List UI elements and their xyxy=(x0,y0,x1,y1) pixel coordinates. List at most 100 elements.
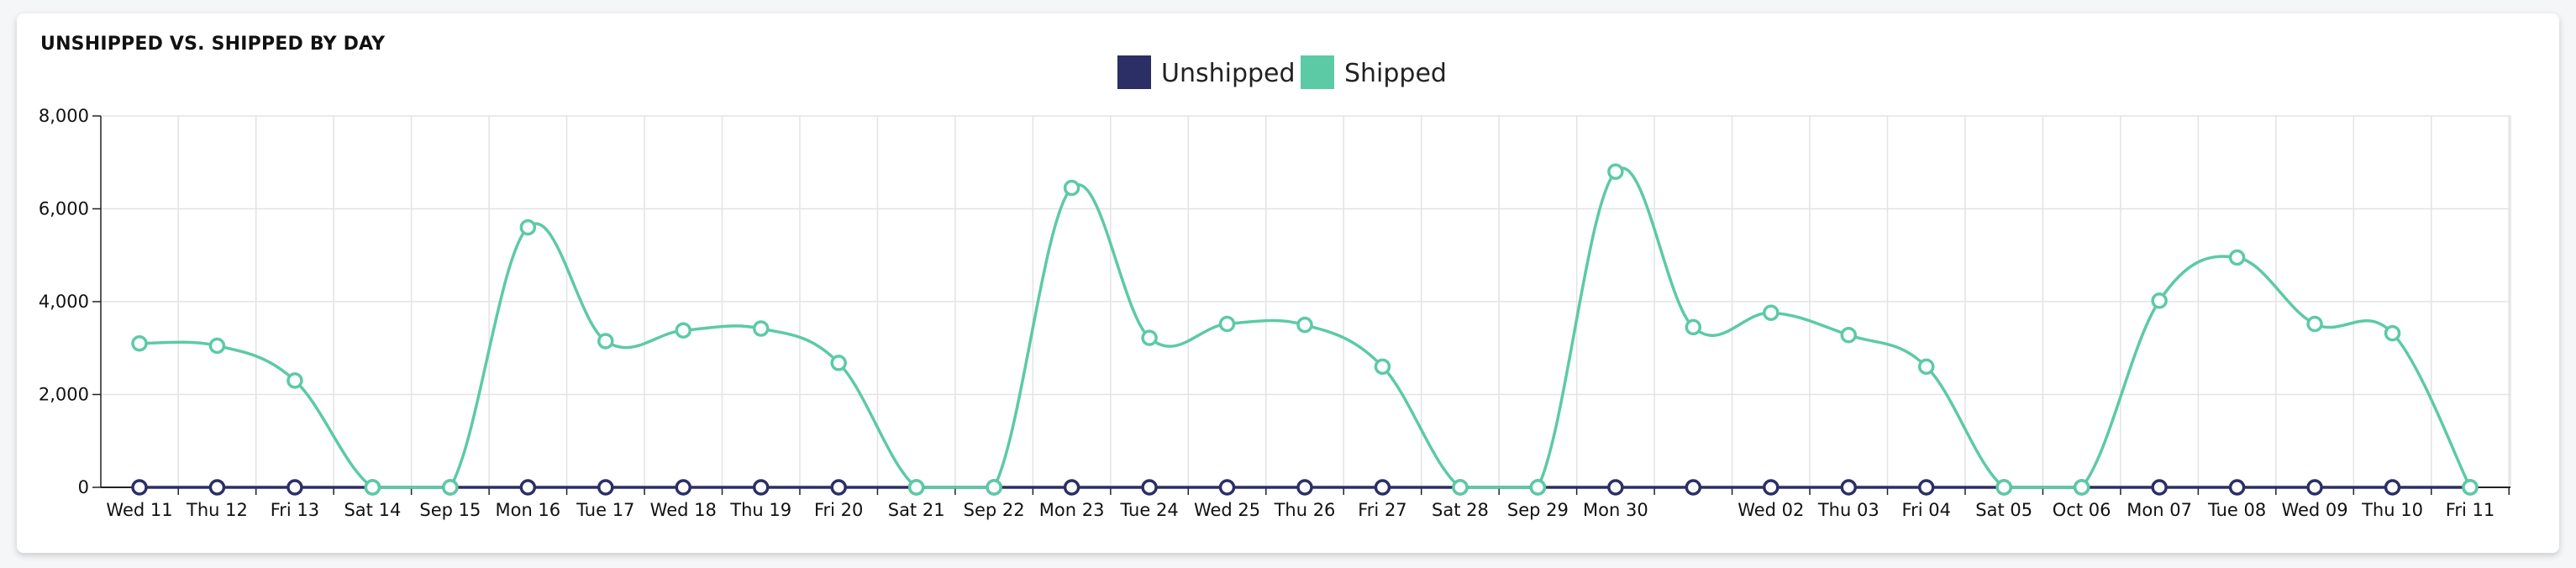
x-tick-label: Thu 26 xyxy=(1274,500,1336,520)
data-point-unshipped xyxy=(675,479,692,496)
data-point-shipped xyxy=(1452,479,1469,496)
chart-title: UNSHIPPED VS. SHIPPED BY DAY xyxy=(40,34,386,55)
x-tick-label: Wed 09 xyxy=(2281,500,2347,520)
data-point-unshipped xyxy=(2228,479,2246,496)
data-point-shipped xyxy=(131,334,148,352)
data-point-shipped xyxy=(1529,479,1547,496)
y-tick-label: 4,000 xyxy=(39,292,89,312)
data-point-unshipped xyxy=(1763,479,1780,496)
data-point-shipped xyxy=(2228,249,2246,266)
data-point-unshipped xyxy=(2306,479,2323,496)
x-tick-label: Fri 27 xyxy=(1358,500,1406,520)
x-tick-label: Thu 12 xyxy=(186,500,248,520)
legend: Unshipped Shipped xyxy=(1117,55,1447,89)
data-point-shipped xyxy=(2073,479,2090,496)
data-point-shipped xyxy=(1917,358,1935,376)
data-point-unshipped xyxy=(2151,479,2168,496)
data-point-shipped xyxy=(1063,179,1080,197)
data-point-unshipped xyxy=(1218,479,1236,496)
x-tick-label: Sep 22 xyxy=(964,500,1025,520)
x-tick-label: Sep 29 xyxy=(1507,500,1569,520)
data-point-shipped xyxy=(907,479,925,496)
data-point-unshipped xyxy=(752,479,770,496)
data-point-unshipped xyxy=(287,479,303,496)
data-point-shipped xyxy=(364,479,381,496)
data-point-shipped xyxy=(1607,163,1624,181)
data-point-shipped xyxy=(1374,358,1391,376)
x-tick-label: Tue 24 xyxy=(1119,500,1178,520)
x-tick-label: Wed 02 xyxy=(1737,500,1804,520)
x-tick-label: Thu 03 xyxy=(1817,500,1879,520)
data-point-unshipped xyxy=(1917,479,1935,496)
x-tick-label: Sat 28 xyxy=(1432,500,1489,520)
data-point-unshipped xyxy=(1063,479,1080,496)
data-point-unshipped xyxy=(131,479,148,496)
legend-swatch-shipped xyxy=(1301,55,1334,89)
data-point-shipped xyxy=(752,320,770,337)
data-point-shipped xyxy=(1141,329,1158,346)
data-point-unshipped xyxy=(1685,479,1702,496)
legend-label-unshipped: Unshipped xyxy=(1161,59,1296,88)
x-tick-label: Wed 25 xyxy=(1194,500,1260,520)
x-tick-label: Wed 18 xyxy=(650,500,717,520)
x-tick-label: Sat 05 xyxy=(1975,500,2032,520)
x-tick-label: Fri 20 xyxy=(814,500,863,520)
legend-label-shipped: Shipped xyxy=(1344,59,1447,88)
x-tick-label: Mon 30 xyxy=(1583,500,1648,520)
data-point-shipped xyxy=(2384,324,2401,342)
y-axis-tick-labels: 0 2,000 4,000 6,000 8,000 xyxy=(39,106,89,497)
data-point-unshipped xyxy=(1296,479,1313,496)
data-point-shipped xyxy=(986,479,1002,496)
data-point-shipped xyxy=(2462,479,2479,496)
data-point-shipped xyxy=(597,333,614,350)
y-tick-label: 2,000 xyxy=(39,385,89,405)
x-tick-label: Mon 07 xyxy=(2127,500,2192,520)
y-tick-label: 8,000 xyxy=(39,106,89,126)
legend-swatch-unshipped xyxy=(1117,55,1151,89)
data-point-shipped xyxy=(442,479,459,496)
data-point-shipped xyxy=(208,337,226,355)
x-tick-label: Thu 10 xyxy=(2361,500,2423,520)
data-point-shipped xyxy=(287,372,303,389)
data-point-shipped xyxy=(1840,327,1858,344)
x-tick-label: Sep 15 xyxy=(419,500,481,520)
axes xyxy=(92,115,2510,495)
data-point-shipped xyxy=(1296,316,1313,334)
data-point-shipped xyxy=(830,355,847,371)
x-tick-label: Wed 11 xyxy=(106,500,172,520)
series-points xyxy=(131,163,2479,496)
x-tick-label: Tue 08 xyxy=(2207,500,2266,520)
data-point-unshipped xyxy=(208,479,226,496)
data-point-unshipped xyxy=(2384,479,2401,496)
x-tick-label: Sat 14 xyxy=(344,500,401,520)
chart-card: UNSHIPPED VS. SHIPPED BY DAY xyxy=(17,13,2559,553)
x-tick-label: Tue 17 xyxy=(576,500,634,520)
data-point-shipped xyxy=(1763,304,1780,322)
data-point-shipped xyxy=(2151,292,2168,309)
data-point-unshipped xyxy=(597,479,614,496)
data-point-shipped xyxy=(2306,315,2323,333)
data-point-unshipped xyxy=(519,479,537,496)
x-tick-label: Mon 16 xyxy=(495,500,560,520)
x-tick-label: Sat 21 xyxy=(888,500,945,520)
x-tick-label: Fri 13 xyxy=(271,500,319,520)
data-point-shipped xyxy=(1995,479,2012,496)
y-tick-label: 0 xyxy=(78,477,89,497)
grid xyxy=(101,115,2511,487)
x-tick-label: Mon 23 xyxy=(1039,500,1105,520)
x-tick-label: Fri 04 xyxy=(1902,500,1951,520)
x-axis-tick-labels: Wed 11 Thu 12 Fri 13 Sat 14 Sep 15 Mon 16 Tue … xyxy=(106,500,2495,520)
data-point-shipped xyxy=(1218,315,1236,333)
x-tick-label: Fri 11 xyxy=(2446,500,2495,520)
data-point-shipped xyxy=(1685,318,1702,336)
y-tick-label: 6,000 xyxy=(39,199,89,219)
data-point-unshipped xyxy=(1840,479,1858,496)
data-point-unshipped xyxy=(1141,479,1158,496)
data-point-unshipped xyxy=(1374,479,1391,496)
data-point-unshipped xyxy=(830,479,847,496)
x-tick-label: Thu 19 xyxy=(729,500,791,520)
data-point-shipped xyxy=(675,322,692,339)
x-tick-label: Oct 06 xyxy=(2053,500,2111,520)
data-point-shipped xyxy=(519,218,537,236)
